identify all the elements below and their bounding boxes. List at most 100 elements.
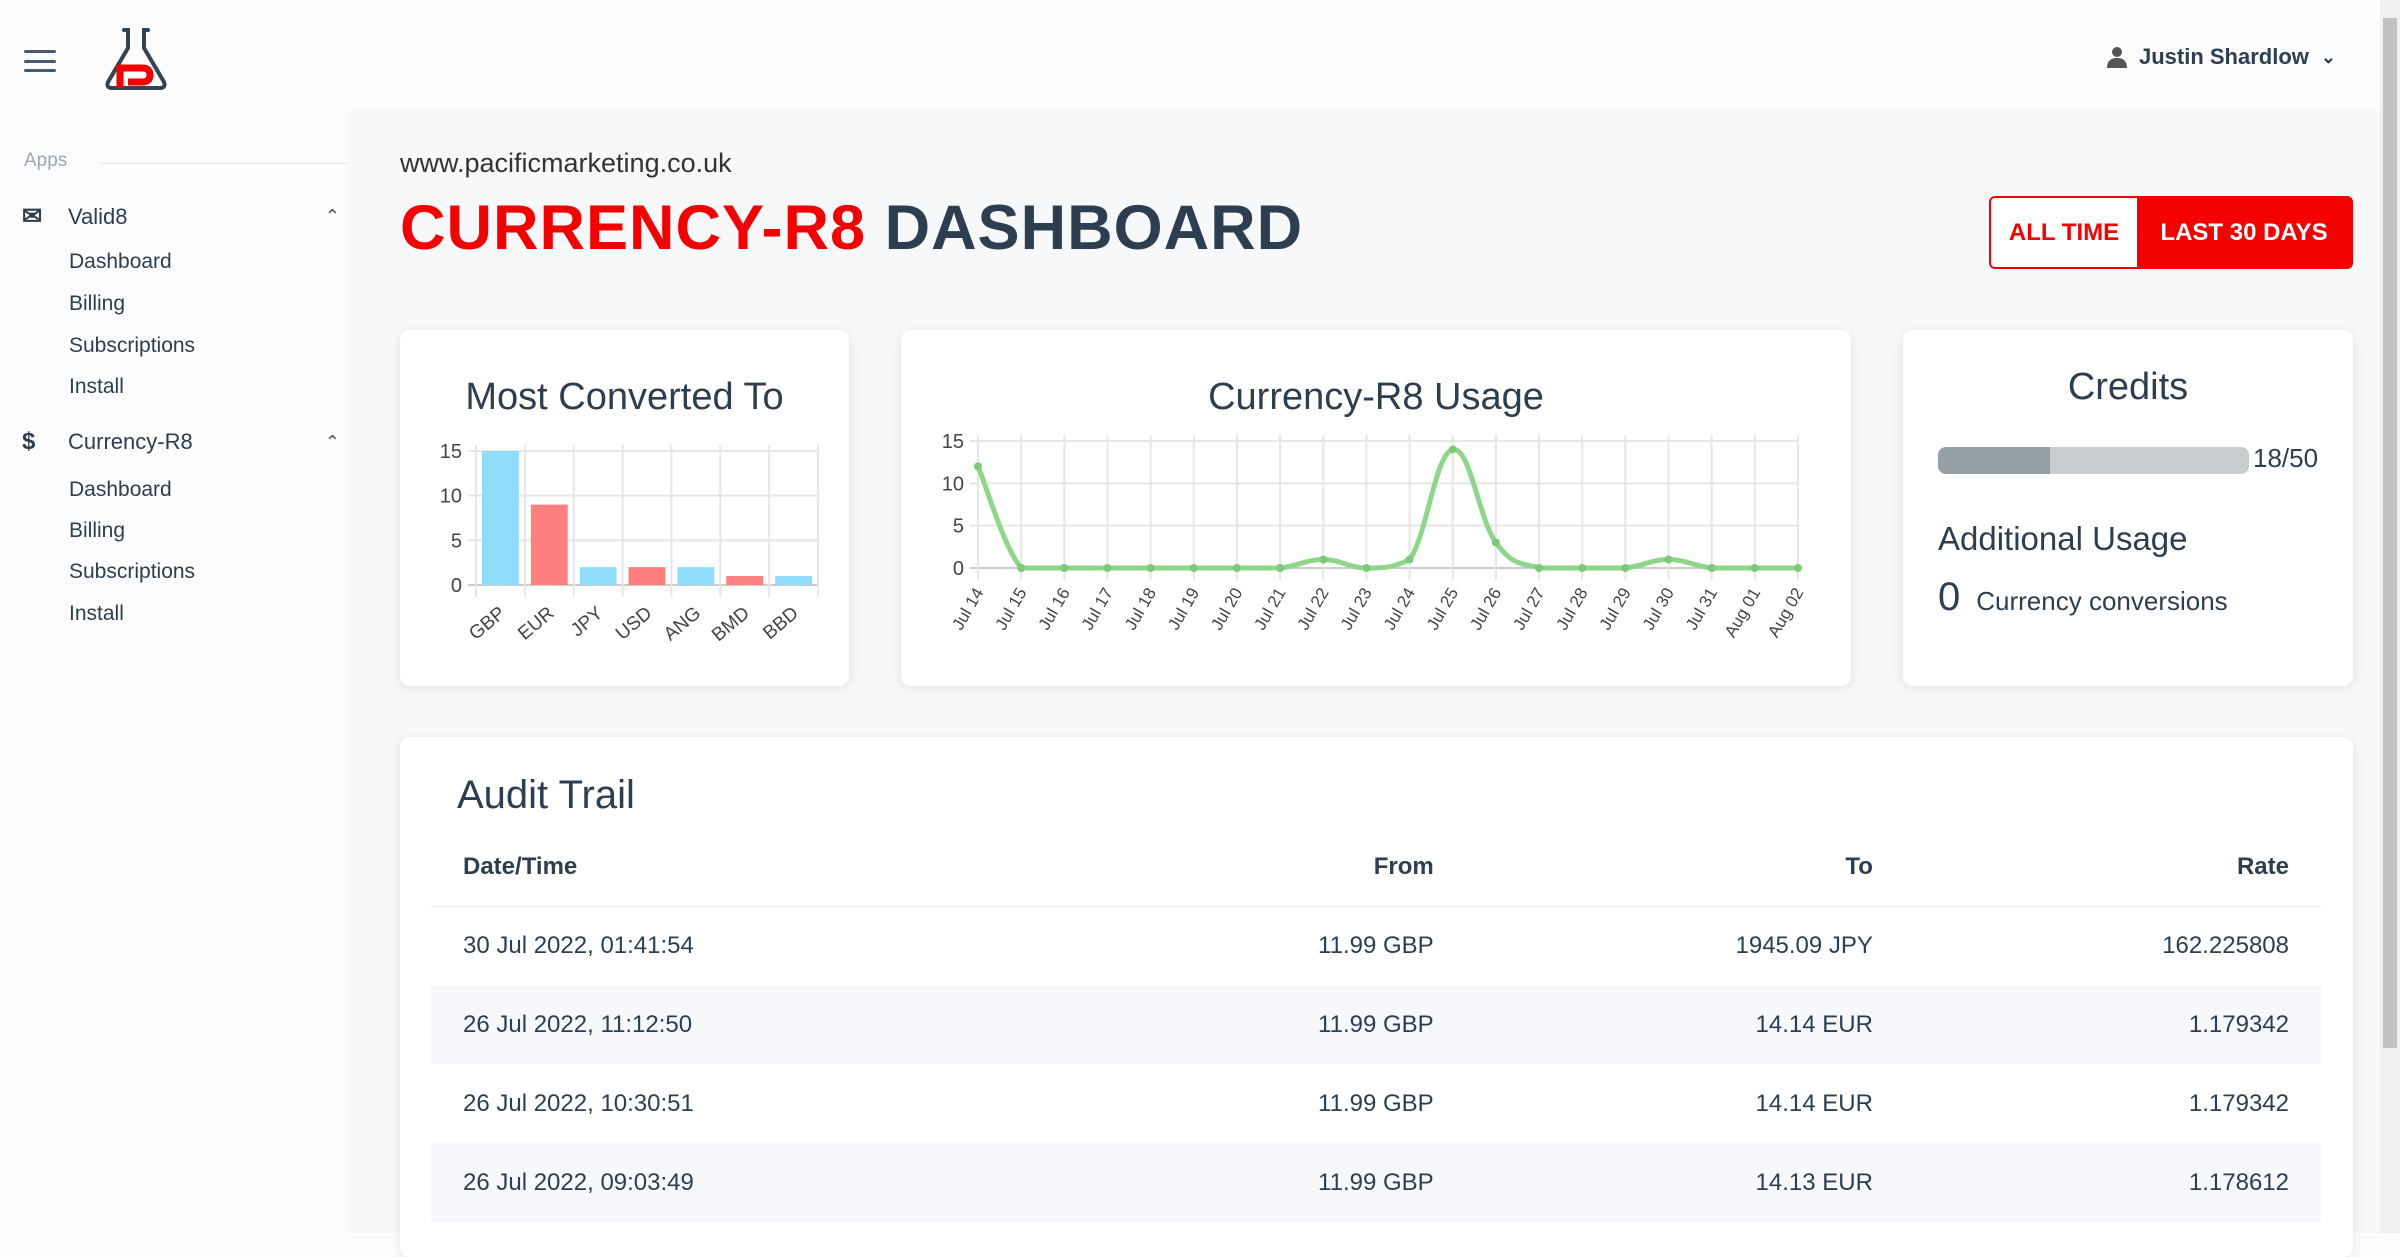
table-row[interactable]: 26 Jul 2022, 10:30:51 11.99 GBP 14.14 EUR 1…	[431, 1064, 2321, 1143]
audit-table: Date/Time From To Rate 30 Jul 2022, 01:4…	[431, 828, 2321, 1222]
sidebar-item-currency-billing[interactable]: Billing	[69, 519, 126, 542]
additional-count: 0	[1938, 575, 1961, 619]
credits-card: Credits 18/50 Additional Usage 0 Currenc…	[1903, 330, 2353, 686]
data-point	[1664, 555, 1673, 564]
data-point	[1621, 564, 1630, 572]
user-icon	[2106, 47, 2127, 68]
envelope-open-icon: ✉	[22, 203, 43, 230]
scrollbar-thumb[interactable]	[2383, 18, 2397, 1048]
x-tick-label: GBP	[465, 603, 509, 645]
y-tick-label: 0	[451, 575, 462, 597]
last-30-days-button[interactable]: LAST 30 DAYS	[2137, 198, 2351, 267]
x-tick-label: Jul 19	[1164, 585, 1203, 634]
data-point	[1750, 564, 1759, 572]
dollar-icon: $	[22, 428, 36, 455]
usage-line	[975, 447, 1798, 571]
data-point	[1103, 564, 1112, 572]
table-cell: 11.99 GBP	[1073, 985, 1466, 1064]
column-header-datetime[interactable]: Date/Time	[431, 828, 1074, 907]
x-tick-label: Jul 22	[1294, 585, 1333, 634]
data-point	[1491, 538, 1500, 547]
x-tick-label: Jul 14	[948, 585, 987, 634]
bar	[530, 504, 568, 585]
sidebar-group-currency-r8[interactable]: $ Currency-R8 ⌃	[22, 428, 348, 456]
x-tick-label: Jul 17	[1078, 585, 1117, 634]
sidebar-group-valid8[interactable]: ✉ Valid8 ⌃	[22, 202, 348, 231]
chevron-up-icon[interactable]: ⌃	[324, 431, 340, 452]
x-tick-label: Jul 20	[1207, 585, 1246, 634]
credits-progress-fill	[1938, 447, 2050, 474]
credits-label: 18/50	[2253, 443, 2319, 473]
x-tick-label: BBD	[759, 603, 802, 644]
table-row[interactable]: 26 Jul 2022, 09:03:49 11.99 GBP 14.13 EUR 1…	[431, 1143, 2321, 1222]
x-tick-label: ANG	[660, 603, 705, 646]
title-accent: CURRENCY-R8	[400, 193, 867, 263]
audit-trail-card: Audit Trail Date/Time From To Rate 30 Ju…	[400, 737, 2353, 1257]
x-tick-label: Jul 23	[1337, 585, 1376, 634]
x-tick-label: Jul 21	[1250, 585, 1289, 634]
y-tick-label: 15	[942, 431, 964, 453]
user-menu[interactable]: Justin Shardlow ⌄	[2106, 44, 2336, 70]
x-tick-label: Jul 30	[1639, 585, 1678, 634]
x-tick-label: Jul 29	[1596, 585, 1635, 634]
table-cell: 1.179342	[1904, 985, 2321, 1064]
x-tick-label: Jul 18	[1121, 585, 1160, 634]
table-cell: 1.178612	[1904, 1143, 2321, 1222]
chevron-up-icon[interactable]: ⌃	[324, 206, 340, 226]
table-row[interactable]: 26 Jul 2022, 11:12:50 11.99 GBP 14.14 EUR 1…	[431, 985, 2321, 1064]
bar	[579, 567, 617, 585]
sidebar-item-currency-install[interactable]: Install	[69, 602, 124, 625]
x-tick-label: Jul 27	[1509, 585, 1548, 634]
data-point	[1232, 564, 1241, 572]
bar	[726, 576, 764, 585]
x-tick-label: Jul 16	[1035, 585, 1074, 634]
sidebar-item-valid8-billing[interactable]: Billing	[69, 292, 126, 315]
data-point	[1794, 564, 1802, 572]
card-title: Currency-R8 Usage	[1208, 376, 1544, 418]
logo[interactable]	[104, 26, 168, 92]
table-cell: 162.225808	[2162, 931, 2289, 959]
y-tick-label: 0	[953, 558, 964, 580]
table-cell: 26 Jul 2022, 10:30:51	[463, 1089, 694, 1117]
table-cell: 30 Jul 2022, 01:41:54	[463, 931, 694, 959]
additional-unit: Currency conversions	[1976, 586, 2228, 616]
bar	[775, 576, 812, 585]
data-point	[1319, 555, 1328, 564]
sidebar-item-valid8-subscriptions[interactable]: Subscriptions	[69, 334, 196, 357]
x-tick-label: Jul 31	[1682, 585, 1721, 634]
x-tick-label: EUR	[514, 603, 558, 645]
data-point	[1448, 445, 1457, 454]
data-point	[1707, 564, 1716, 572]
x-tick-label: Jul 25	[1423, 585, 1462, 634]
table-cell: 1945.09 JPY	[1735, 931, 1873, 959]
sidebar	[0, 110, 349, 1233]
data-point	[1578, 564, 1587, 572]
data-point	[1535, 564, 1544, 572]
table-row[interactable]: 30 Jul 2022, 01:41:54 11.99 GBP 1945.09 JP…	[431, 906, 2321, 985]
sidebar-group-label: Currency-R8	[68, 429, 193, 454]
sidebar-item-valid8-install[interactable]: Install	[69, 375, 124, 398]
hamburger-menu-icon[interactable]	[24, 50, 56, 72]
audit-title: Audit Trail	[457, 773, 635, 817]
table-cell: 14.14 EUR	[1755, 1089, 1873, 1117]
all-time-button[interactable]: ALL TIME	[1991, 198, 2137, 267]
column-header-to[interactable]: To	[1465, 828, 1905, 907]
y-tick-label: 5	[451, 530, 462, 552]
column-header-from[interactable]: From	[1073, 828, 1466, 907]
bar	[482, 451, 519, 585]
bar-chart: 0 5 10 15 GBP EUR JPY USD ANG BMD BBD	[440, 441, 819, 646]
sidebar-item-currency-dashboard[interactable]: Dashboard	[69, 478, 172, 501]
x-tick-label: Jul 15	[991, 585, 1030, 634]
chevron-down-icon: ⌄	[2320, 46, 2336, 67]
sidebar-item-currency-subscriptions[interactable]: Subscriptions	[69, 560, 196, 583]
column-header-rate[interactable]: Rate	[1904, 828, 2321, 907]
sidebar-item-valid8-dashboard[interactable]: Dashboard	[69, 250, 172, 273]
data-point	[1017, 564, 1026, 572]
data-point	[1060, 564, 1069, 572]
data-point	[974, 462, 982, 471]
data-point	[1146, 564, 1155, 572]
x-tick-label: Jul 26	[1466, 585, 1505, 634]
data-point	[1189, 564, 1198, 572]
data-point	[1362, 564, 1371, 572]
page-title: CURRENCY-R8 DASHBOARD	[400, 192, 1303, 264]
